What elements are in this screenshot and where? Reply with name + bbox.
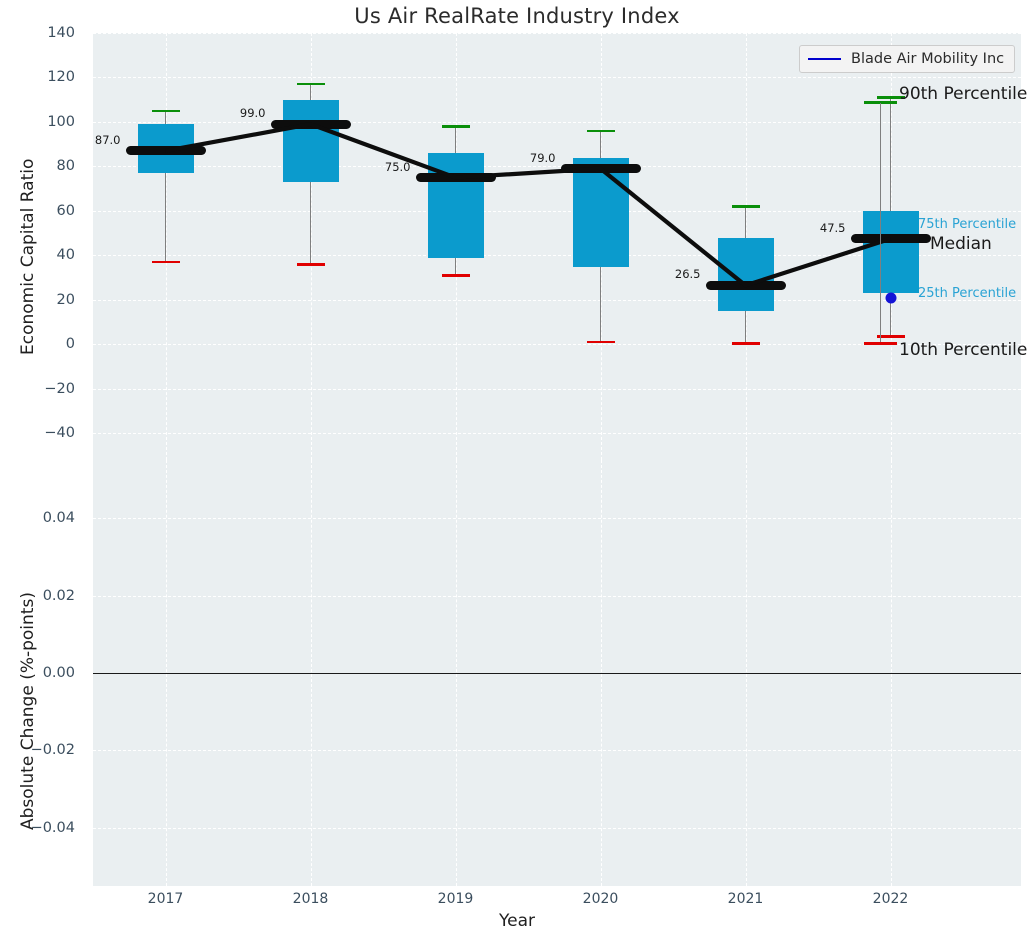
box-rect — [572, 157, 629, 267]
legend-line-swatch-icon — [808, 58, 841, 60]
annotation-75th-percentile: 75th Percentile — [918, 217, 1017, 232]
gridline-horizontal — [93, 595, 1021, 597]
top-y-axis-label: Economic Capital Ratio — [18, 158, 38, 355]
annotation-90th-percentile: 90th Percentile — [899, 84, 1028, 104]
box-rect — [282, 99, 339, 182]
median-value-label: 47.5 — [819, 220, 846, 235]
x-tick-label: 2020 — [582, 891, 619, 907]
x-tick-label: 2018 — [292, 891, 329, 907]
box-rect — [862, 210, 919, 294]
annotation-90th-cap-icon — [864, 101, 897, 104]
gridline-horizontal — [93, 77, 1021, 79]
median-connector-line — [165, 122, 892, 288]
median-trend-polyline — [165, 122, 892, 288]
y-tick-label-bottom: 0.02 — [42, 587, 75, 604]
gridline-horizontal — [93, 827, 1021, 829]
p10-cap — [441, 274, 470, 277]
median-value-label: 26.5 — [674, 267, 701, 282]
p90-cap — [296, 82, 325, 86]
annotation-25th-percentile: 25th Percentile — [918, 286, 1017, 301]
legend[interactable]: Blade Air Mobility Inc — [799, 45, 1016, 73]
p90-cap — [876, 96, 905, 99]
y-tick-label-bottom: 0.00 — [42, 665, 75, 681]
gridline-horizontal — [93, 433, 1021, 435]
y-tick-label-top: 40 — [56, 247, 75, 264]
y-tick-label-top: 100 — [47, 113, 75, 130]
x-axis-label: Year — [499, 911, 535, 931]
y-tick-label-bottom: −0.04 — [30, 819, 75, 836]
gridline-horizontal — [93, 121, 1021, 123]
y-tick-label-top: 80 — [56, 158, 75, 175]
box-rect — [717, 237, 774, 311]
whisker-line — [164, 110, 167, 263]
p90-cap — [586, 129, 615, 133]
p90-cap — [731, 205, 760, 208]
p10-cap — [296, 262, 325, 266]
gridline-vertical — [310, 460, 312, 886]
median-value-label: 87.0 — [94, 132, 121, 147]
y-tick-label-top: 20 — [56, 291, 75, 308]
p10-cap — [151, 260, 180, 264]
gridline-horizontal — [93, 388, 1021, 390]
gridline-vertical — [890, 460, 892, 886]
gridline-horizontal — [93, 255, 1021, 257]
gridline-vertical — [455, 460, 457, 886]
annotation-whisker-line — [880, 103, 882, 343]
p10-cap — [586, 340, 615, 344]
p90-cap — [151, 109, 180, 113]
median-value-label: 75.0 — [384, 159, 411, 174]
gridline-horizontal — [93, 750, 1021, 752]
p10-cap — [876, 335, 905, 338]
x-tick-label: 2017 — [147, 891, 184, 907]
x-tick-label: 2019 — [437, 891, 474, 907]
gridline-horizontal — [93, 33, 1021, 34]
y-tick-label-top: 120 — [47, 69, 75, 86]
zero-reference-line — [93, 673, 1021, 674]
x-tick-label: 2021 — [727, 891, 764, 907]
gridline-vertical — [745, 460, 747, 886]
chart-title: Us Air RealRate Industry Index — [354, 4, 680, 28]
x-tick-label: 2022 — [872, 891, 909, 907]
company-data-point[interactable] — [885, 292, 896, 304]
median-value-label: 99.0 — [239, 106, 266, 121]
y-tick-label-top: 0 — [65, 336, 75, 353]
p10-cap — [731, 341, 760, 345]
median-bar — [850, 234, 931, 244]
gridline-vertical — [165, 460, 167, 886]
y-tick-label-top: 60 — [56, 202, 75, 219]
bottom-y-axis-label: Absolute Change (%-points) — [18, 592, 38, 830]
gridline-horizontal — [93, 518, 1021, 520]
y-tick-label-bottom: 0.04 — [42, 510, 75, 527]
gridline-horizontal — [93, 166, 1021, 168]
gridline-horizontal — [93, 299, 1021, 301]
annotation-10th-cap-icon — [864, 342, 897, 345]
annotation-median: Median — [930, 234, 992, 254]
gridline-horizontal — [93, 210, 1021, 212]
y-tick-label-bottom: −0.02 — [30, 742, 75, 759]
median-value-label: 79.0 — [529, 150, 556, 165]
gridline-horizontal — [93, 344, 1021, 346]
y-tick-label-top: 140 — [47, 25, 75, 41]
y-tick-label-top: −40 — [44, 425, 75, 442]
annotation-10th-percentile: 10th Percentile — [899, 340, 1028, 360]
legend-label: Blade Air Mobility Inc — [851, 51, 1005, 67]
gridline-vertical — [600, 460, 602, 886]
p90-cap — [441, 125, 470, 128]
y-tick-label-top: −20 — [44, 380, 75, 397]
